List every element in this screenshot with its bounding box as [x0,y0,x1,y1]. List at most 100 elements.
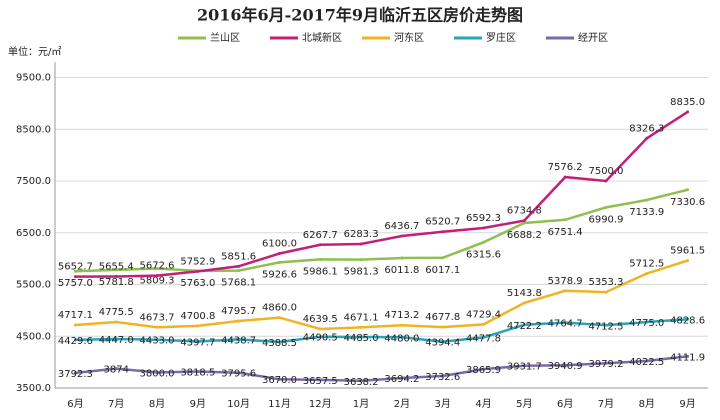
x-tick-label: 2月 [394,398,410,410]
data-point [114,274,118,278]
data-label: 7576.2 [548,162,583,173]
data-label: 6100.0 [262,238,297,249]
data-label: 6436.7 [384,221,419,232]
data-point [686,110,690,114]
data-point [522,301,526,305]
legend-label: 河东区 [394,31,424,44]
data-label: 4828.6 [670,315,705,326]
data-point [114,337,118,341]
data-point [196,370,200,374]
x-tick-label: 10月 [227,398,250,410]
data-point [277,316,281,320]
data-label: 8835.0 [670,97,705,108]
series-line [75,110,689,278]
x-tick-label: 8月 [639,398,655,410]
data-point [645,136,649,140]
x-tick-label: 6月 [67,398,83,410]
legend-label: 经开区 [578,31,608,44]
x-tick-label: 11月 [268,398,291,410]
series-line [75,188,688,273]
data-label: 6751.4 [548,227,583,238]
data-point [359,325,363,329]
x-tick-label: 3月 [435,398,451,410]
data-label: 3818.5 [180,368,215,379]
data-point [277,260,281,264]
data-label: 4477.8 [466,333,501,344]
x-tick-label: 7月 [598,398,614,410]
x-tick-label: 4月 [475,398,491,410]
x-tick-label: 6月 [557,398,573,410]
data-label: 5378.9 [548,276,583,287]
data-point [441,374,445,378]
data-label: 5961.5 [670,246,705,257]
data-label: 5652.7 [58,262,93,273]
data-label: 4713.2 [384,310,419,321]
data-point [400,256,404,260]
data-label: 6990.9 [588,214,623,225]
data-point [73,323,77,327]
y-axis-label: 单位：元/㎡ [8,45,61,58]
data-label: 3792.3 [58,369,93,380]
data-label: 5655.4 [99,261,134,272]
data-point [73,269,77,273]
data-label: 5781.8 [99,277,134,288]
data-label: 5672.6 [140,261,175,272]
series-line [75,318,688,344]
data-label: 5926.6 [262,269,297,280]
data-point [604,361,608,365]
data-point [686,354,690,358]
data-label: 5143.8 [507,288,542,299]
data-label: 5353.3 [588,277,623,288]
data-label: 6315.6 [466,249,501,260]
data-point [686,188,690,192]
data-point [522,219,526,223]
data-point [604,323,608,327]
data-point [237,337,241,341]
data-point [563,218,567,222]
data-label: 4775.0 [629,318,664,329]
x-tick-label: 9月 [679,398,695,410]
data-label: 4673.7 [140,312,175,323]
data-point [482,240,486,244]
data-point [73,275,77,279]
data-label: 4447.0 [99,335,134,346]
data-label: 4764.7 [548,319,583,330]
y-tick-label: 6500.0 [16,228,51,239]
data-point [359,242,363,246]
data-label: 4394.4 [425,338,460,349]
data-label: 4438.7 [221,335,256,346]
data-label: 7500.0 [588,166,623,177]
data-label: 7133.9 [629,207,664,218]
data-point [318,327,322,331]
data-point [359,258,363,262]
data-label: 4729.4 [466,309,501,320]
data-point [563,321,567,325]
data-label: 3732.6 [425,372,460,383]
data-label: 4671.1 [344,312,379,323]
data-point [482,226,486,230]
data-label: 4490.5 [303,333,338,344]
data-point [359,379,363,383]
data-point [441,340,445,344]
data-point [400,234,404,238]
data-point [196,269,200,273]
data-label: 6520.7 [425,217,460,228]
data-point [196,340,200,344]
data-label: 5757.0 [58,278,93,289]
y-tick-label: 8500.0 [16,124,51,135]
data-point [482,322,486,326]
x-tick-label: 8月 [149,398,165,410]
data-label: 5981.3 [344,267,379,278]
data-label: 3874 [103,365,128,376]
data-point [645,359,649,363]
data-point [522,364,526,368]
data-point [73,338,77,342]
series-line [75,355,688,383]
data-label: 4775.5 [99,307,134,318]
data-label: 6011.8 [384,265,419,276]
data-point [686,259,690,263]
data-point [318,335,322,339]
data-label: 5763.0 [180,278,215,289]
legend-label: 北城新区 [302,31,342,44]
data-label: 4480.0 [384,333,419,344]
